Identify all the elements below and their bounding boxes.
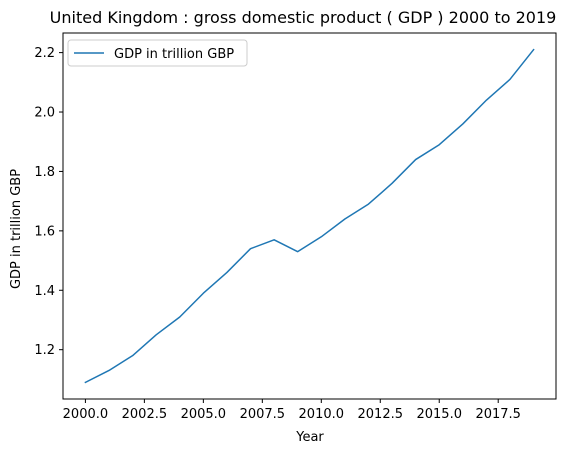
x-tick-label: 2007.5 (240, 407, 286, 422)
legend: GDP in trillion GBP (67, 39, 248, 67)
x-axis: 2000.0 2002.5 2005.0 2007.5 2010.0 2012.5 2015… (63, 399, 521, 422)
y-tick-label: 1.6 (34, 224, 55, 239)
plot-frame (62, 32, 557, 400)
x-tick-label: 2005.0 (181, 407, 227, 422)
x-axis-label: Year (295, 430, 324, 445)
x-tick-label: 2010.0 (299, 407, 345, 422)
series-group (84, 48, 535, 384)
y-tick-label: 1.2 (34, 343, 55, 358)
x-tick-label: 2002.5 (122, 407, 168, 422)
y-axis: 1.2 1.4 1.6 1.8 2.0 2.2 (34, 46, 63, 358)
plot-area: 2000.0 2002.5 2005.0 2007.5 2010.0 2012.5 2015… (34, 32, 557, 422)
x-tick-label: 2012.5 (358, 407, 404, 422)
y-tick-label: 1.4 (34, 284, 55, 299)
x-tick-label: 2000.0 (63, 407, 109, 422)
legend-label: GDP in trillion GBP (114, 47, 234, 62)
y-tick-label: 2.2 (34, 46, 55, 61)
y-tick-label: 2.0 (34, 106, 55, 121)
y-tick-label: 1.8 (34, 165, 55, 180)
series-line (84, 48, 535, 384)
x-tick-label: 2017.5 (475, 407, 521, 422)
x-tick-label: 2015.0 (416, 407, 462, 422)
y-axis-label: GDP in trillion GBP (9, 169, 24, 289)
legend-box (67, 39, 248, 67)
chart-title: United Kingdom : gross domestic product … (50, 8, 557, 27)
